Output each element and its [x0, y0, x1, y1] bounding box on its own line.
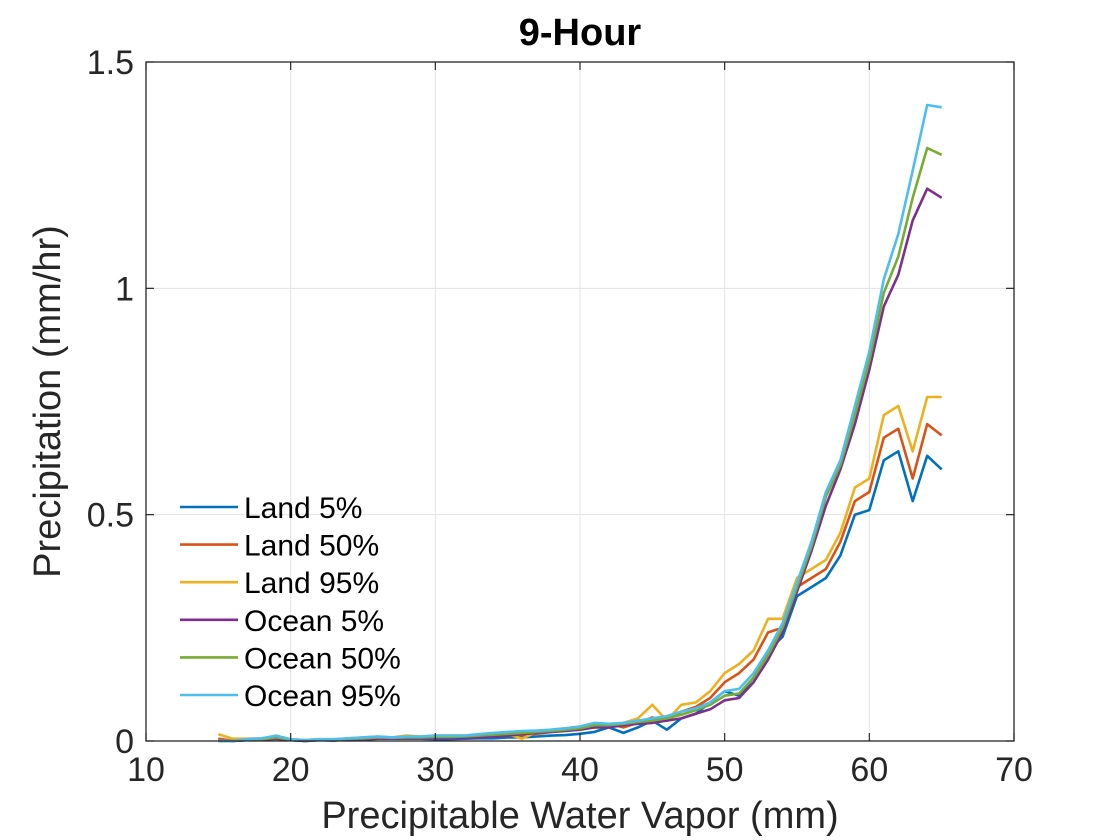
axis-ticks: 10 20 30 40 50 60 70 0 0.5 1 1.5: [87, 44, 1033, 789]
legend: Land 5% Land 50% Land 95% Ocean 5% Ocean 50%…: [180, 492, 401, 713]
legend-label: Ocean 95%: [244, 680, 401, 713]
y-tick-label: 1: [115, 270, 134, 308]
legend-label: Ocean 5%: [244, 605, 384, 638]
x-tick-label: 40: [561, 751, 599, 789]
x-tick-label: 20: [272, 751, 310, 789]
x-tick-label: 70: [995, 751, 1033, 789]
legend-label: Land 95%: [244, 567, 379, 600]
y-tick-label: 0: [115, 723, 134, 761]
x-tick-label: 50: [706, 751, 744, 789]
x-tick-label: 30: [416, 751, 454, 789]
series-lines: [217, 103, 943, 743]
x-axis-label: Precipitable Water Vapor (mm): [321, 795, 838, 837]
y-tick-label: 0.5: [87, 497, 134, 535]
chart-title: 9-Hour: [519, 12, 642, 54]
x-tick-label: 60: [850, 751, 888, 789]
y-tick-label: 1.5: [87, 44, 134, 82]
legend-label: Land 5%: [244, 492, 362, 525]
legend-label: Land 50%: [244, 530, 379, 563]
legend-label: Ocean 50%: [244, 642, 401, 675]
x-tick-label: 10: [127, 751, 165, 789]
grid: [146, 62, 1014, 741]
y-axis-label: Precipitation (mm/hr): [27, 225, 69, 578]
series-line-5: [218, 103, 942, 743]
